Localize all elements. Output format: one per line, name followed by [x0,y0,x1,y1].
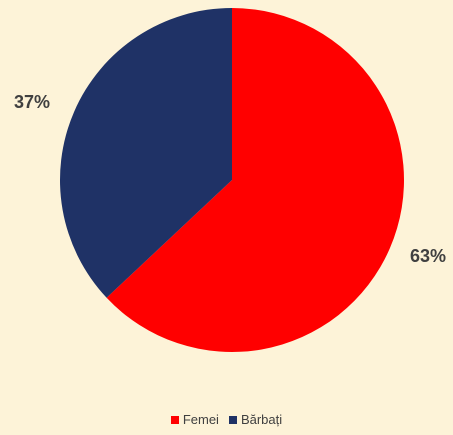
pie-slice-b-rba-i [59,8,232,298]
legend-item-barbati: Bărbați [228,412,283,427]
data-label-b-rba-i: 37% [14,92,50,112]
pie-slice-femei [106,8,404,352]
legend-swatch-femei [170,415,179,424]
pie-data-labels: 63% 37% [14,92,446,266]
legend-label-barbati: Bărbați [240,412,283,427]
pie-slices [59,8,404,352]
data-label-femei: 63% [410,246,446,266]
legend-swatch-barbati [228,415,237,424]
legend-item-femei: Femei [170,412,219,427]
legend-label-femei: Femei [182,412,219,427]
chart-legend: Femei Bărbați [0,412,453,427]
